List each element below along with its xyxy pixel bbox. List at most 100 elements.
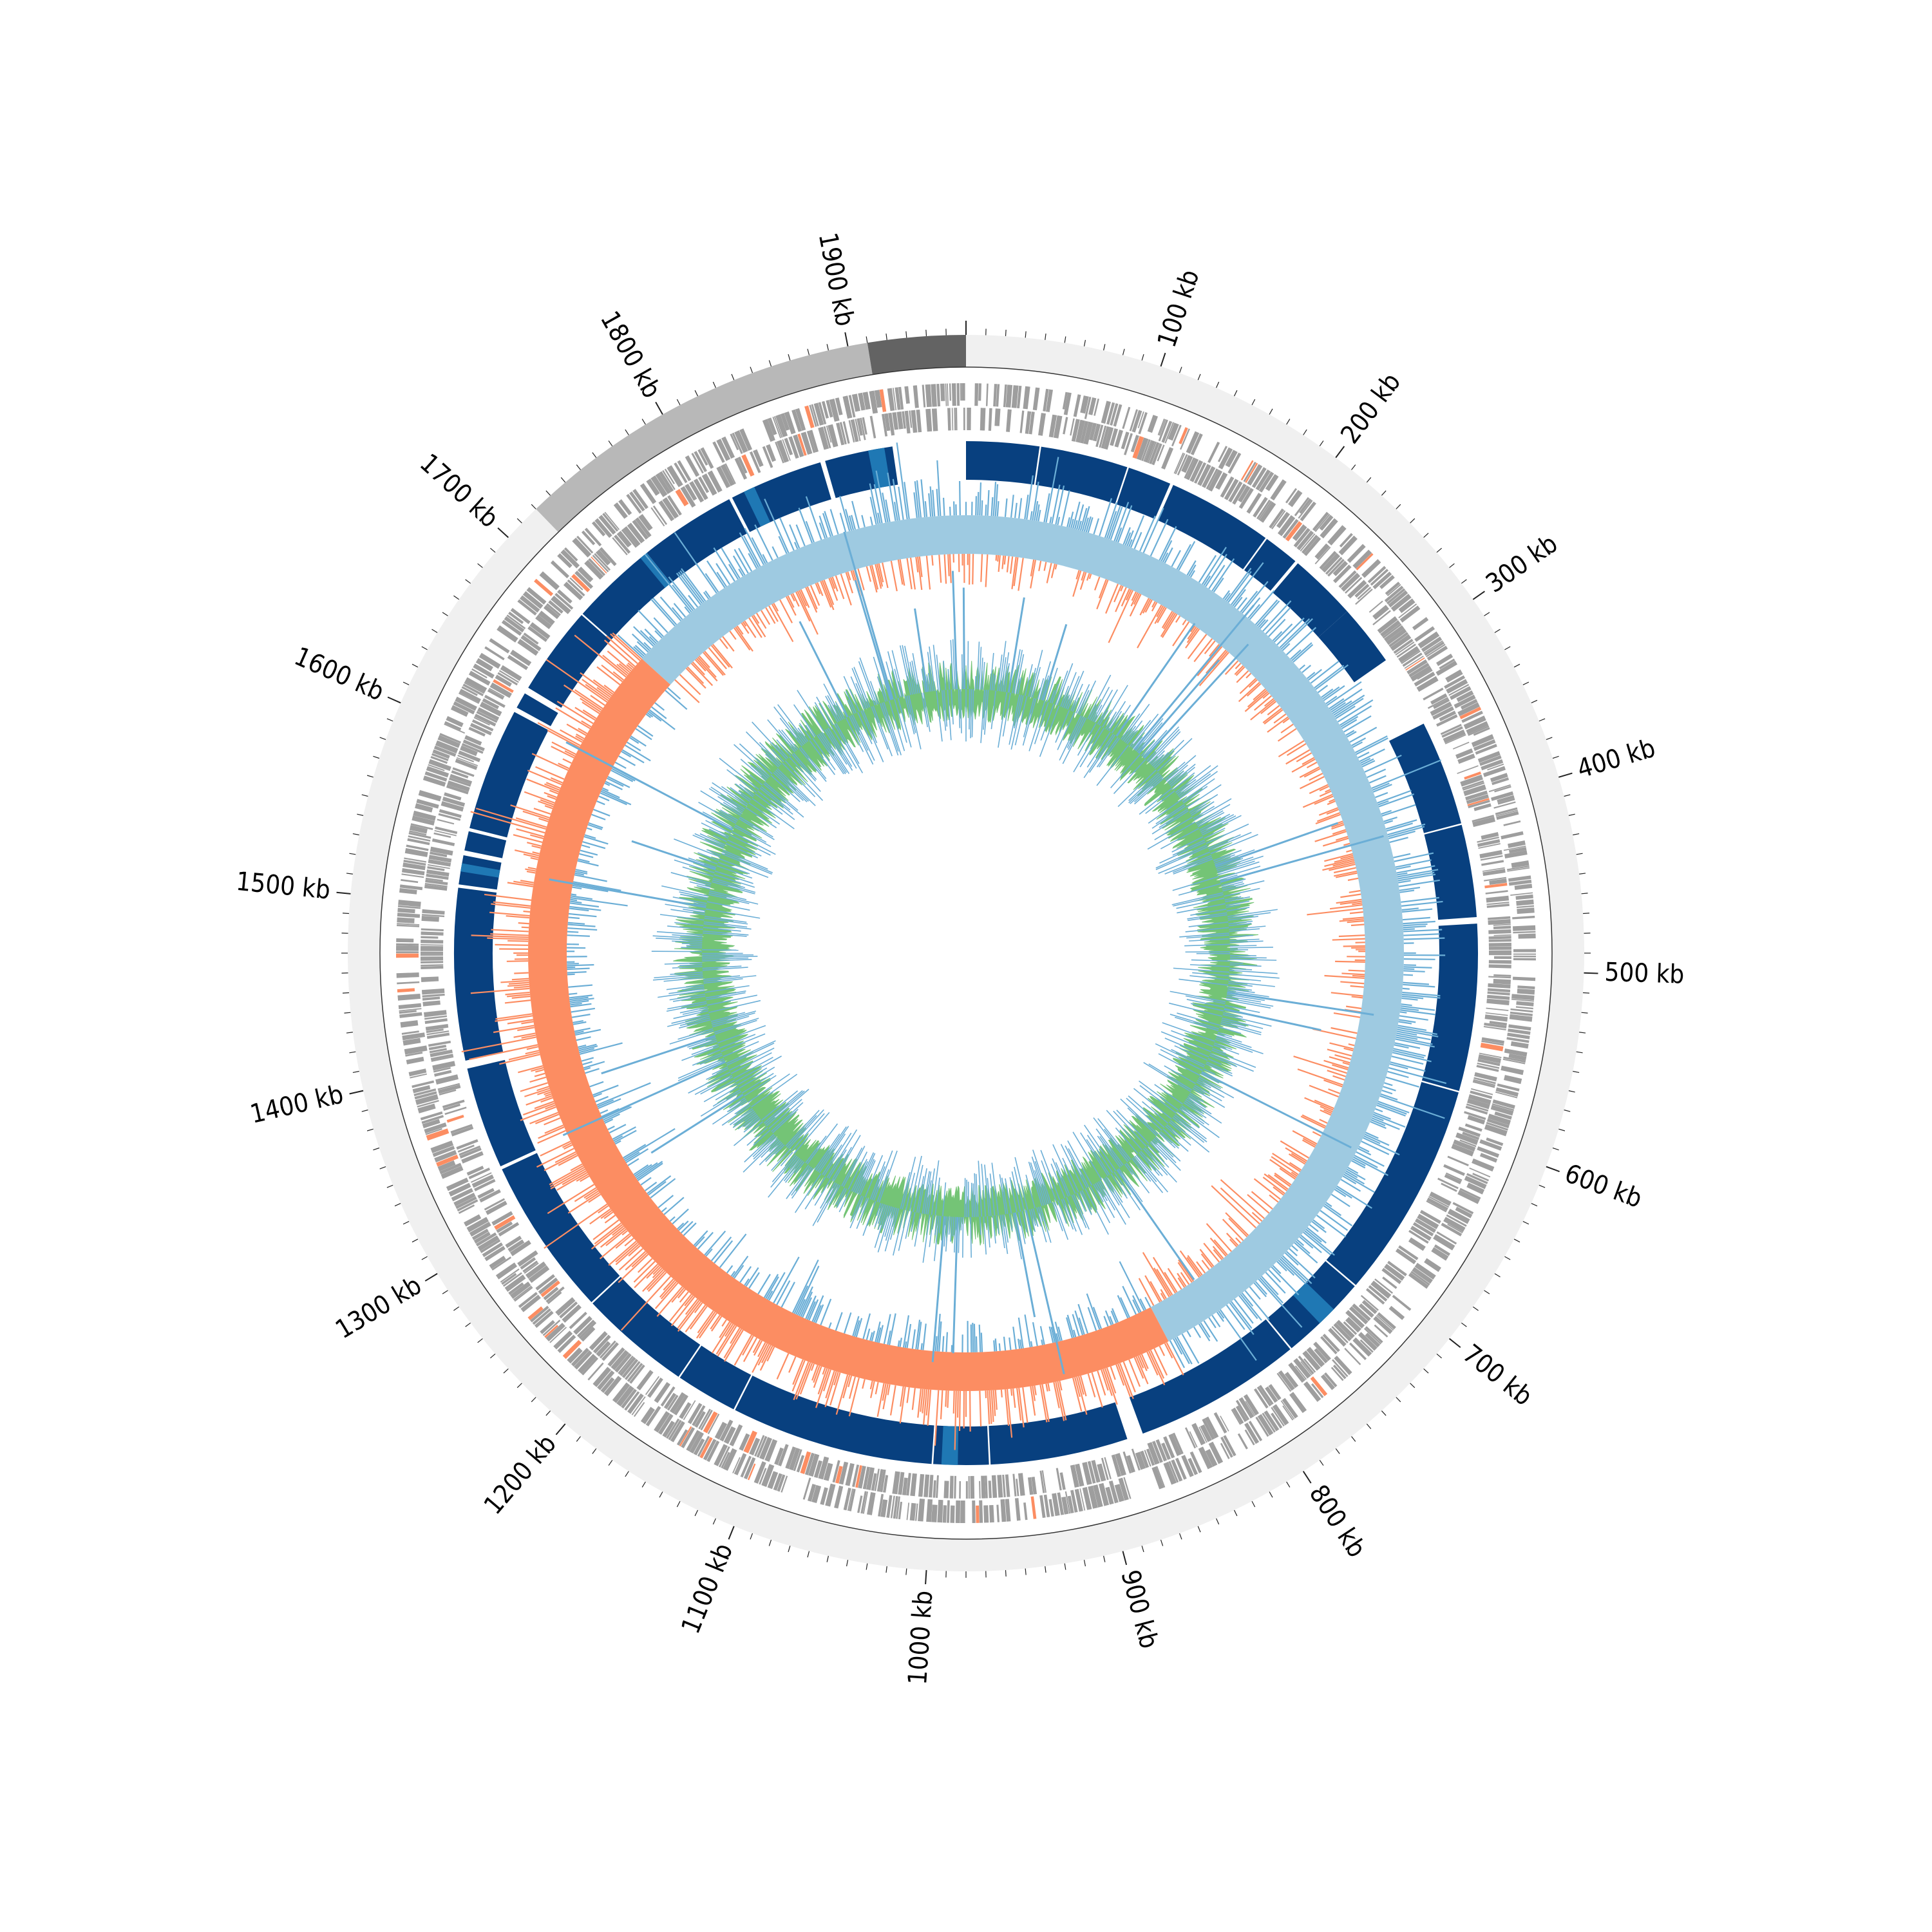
gc-content-spike	[664, 962, 703, 965]
gc-skew-spike	[1106, 1367, 1117, 1394]
gc-skew-spike	[1347, 877, 1359, 881]
gc-skew-spike	[793, 1361, 810, 1401]
gc-content-spike	[733, 1109, 754, 1126]
gc-skew-spike	[1327, 681, 1362, 706]
gc-content-spike	[954, 1217, 956, 1253]
gc-skew-spike	[1399, 1015, 1428, 1021]
gc-content-spike	[1014, 696, 1028, 746]
gc-skew-spike	[566, 723, 587, 736]
gc-skew-spike	[994, 1390, 998, 1410]
gc-content-spike	[1189, 1092, 1204, 1103]
gene-minus-strand	[1464, 1111, 1486, 1121]
gc-content-spike	[1000, 657, 1007, 692]
gc-skew-spike	[909, 557, 916, 590]
gc-skew-spike	[1312, 1131, 1321, 1137]
gc-content-spike	[706, 849, 721, 856]
gc-skew-spike	[640, 1177, 652, 1186]
gene-plus-strand	[501, 620, 522, 636]
gc-skew-spike	[505, 991, 530, 996]
gene-minus-strand	[835, 1466, 843, 1484]
gene-plus-strand	[847, 1488, 853, 1511]
gc-skew-spike	[844, 509, 853, 531]
gene-minus-strand	[1163, 1436, 1175, 1459]
gc-skew-spike	[594, 1222, 622, 1245]
gc-skew-spike	[1213, 1239, 1228, 1256]
gene-minus-strand	[459, 1147, 482, 1159]
gene-minus-strand	[421, 954, 444, 956]
gc-content-spike	[710, 1012, 746, 1023]
gene-plus-strand	[399, 888, 417, 895]
outer-ring-inner-border	[379, 366, 1553, 1540]
gc-skew-spike	[744, 527, 764, 565]
gene-minus-strand	[551, 595, 571, 614]
minor-tick	[545, 490, 551, 496]
gc-skew-spike	[1335, 960, 1365, 963]
gene-minus-strand	[1468, 799, 1490, 809]
gene-minus-strand	[611, 1350, 629, 1370]
gene-plus-strand	[942, 1505, 947, 1523]
gc-skew-spike	[1403, 974, 1414, 976]
gc-skew-spike	[833, 1372, 839, 1386]
gc-content-spike	[851, 668, 869, 708]
minor-tick	[361, 1109, 368, 1112]
gc-skew-spike	[1186, 560, 1197, 576]
gene-minus-strand	[968, 1475, 970, 1499]
gc-skew-spike	[567, 1192, 600, 1214]
gc-skew-spike	[1396, 865, 1411, 870]
gene-plus-strand	[489, 1255, 506, 1269]
gene-minus-strand	[484, 1198, 506, 1211]
gene-minus-strand	[1256, 499, 1271, 520]
gc-skew-spike	[1172, 621, 1190, 647]
gene-plus-strand	[574, 1350, 592, 1370]
gc-skew-spike	[1212, 1245, 1224, 1259]
gene-plus-strand	[1208, 1441, 1224, 1464]
gene-minus-strand	[1147, 441, 1157, 464]
gc-content-spike	[1068, 717, 1085, 750]
gc-skew-spike	[1235, 666, 1245, 676]
gc-skew-spike	[866, 1328, 871, 1340]
gene-minus-strand	[1124, 433, 1133, 455]
gc-content-spike	[1014, 694, 1022, 729]
gc-skew-spike	[530, 834, 544, 840]
gene-minus-strand	[892, 412, 899, 430]
gc-skew-spike	[628, 1245, 641, 1257]
gene-minus-strand	[1393, 638, 1414, 654]
gene-minus-strand	[734, 457, 748, 480]
gc-skew-spike	[764, 498, 790, 553]
gc-content-spike	[1199, 813, 1231, 831]
gene-plus-strand	[1094, 398, 1099, 416]
gc-skew-spike	[1392, 1052, 1432, 1063]
gc-skew-spike	[607, 777, 624, 787]
gene-minus-strand	[425, 1023, 449, 1031]
gc-skew-spike	[1292, 1130, 1318, 1145]
gc-skew-spike	[1113, 585, 1122, 603]
gc-skew-spike	[583, 1066, 591, 1071]
gene-plus-strand	[1392, 1294, 1412, 1311]
gc-skew-spike	[981, 500, 983, 516]
gc-skew-spike	[574, 689, 603, 710]
gc-skew-spike	[1045, 457, 1059, 523]
gene-minus-strand	[667, 1394, 679, 1411]
gc-skew-spike	[915, 1320, 921, 1350]
gene-plus-strand	[689, 1432, 704, 1454]
gc-skew-spike	[576, 1173, 589, 1182]
gene-minus-strand	[1191, 1423, 1206, 1446]
gc-content-spike	[726, 1099, 746, 1113]
gc-content-spike	[791, 1167, 812, 1196]
gc-skew-spike	[1403, 920, 1435, 925]
gc-skew-spike	[598, 1098, 621, 1110]
gene-plus-strand	[1262, 1412, 1276, 1433]
gene-minus-strand	[1412, 1222, 1434, 1236]
gene-plus-strand	[1088, 1485, 1098, 1509]
gene-plus-strand	[1488, 784, 1511, 793]
gene-minus-strand	[967, 408, 971, 431]
gc-content-spike	[719, 858, 769, 878]
gene-minus-strand	[1232, 1407, 1244, 1425]
gc-skew-spike	[1403, 981, 1429, 985]
gene-plus-strand	[1472, 1173, 1490, 1182]
gc-content-spike	[1001, 1215, 1009, 1255]
gc-content-spike	[1139, 788, 1173, 815]
gene-plus-strand	[1161, 421, 1173, 443]
gene-minus-strand	[482, 698, 500, 710]
gene-plus-strand	[985, 383, 989, 406]
